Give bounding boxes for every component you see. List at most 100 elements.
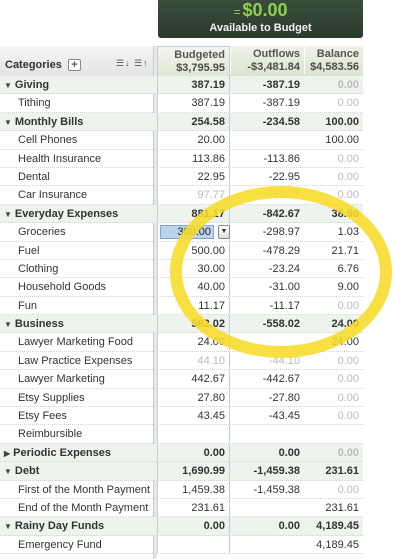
budgeted-cell[interactable]: 500.00 <box>157 241 230 259</box>
category-group-row[interactable]: ▼ Everyday Expenses 881.17 -842.67 38.50 <box>0 204 363 224</box>
budgeted-cell[interactable]: 22.95 <box>157 167 230 186</box>
group-name[interactable]: ▼ Monthly Bills <box>0 113 153 130</box>
budgeted-cell[interactable]: 881.17 <box>157 204 230 223</box>
budgeted-cell[interactable]: 1,690.99 <box>157 462 230 480</box>
group-name[interactable]: ▼ Giving <box>0 76 153 93</box>
category-row[interactable]: Tithing 387.19 -387.19 0.00 <box>0 94 363 113</box>
category-group-row[interactable]: ▼ Rainy Day Funds 0.00 0.00 4,189.45 <box>0 517 363 536</box>
add-category-button[interactable]: + <box>67 59 81 71</box>
category-name[interactable]: Etsy Fees <box>0 407 153 424</box>
outflows-cell: -44.10 <box>268 354 300 367</box>
group-name[interactable]: ▼ Debt <box>0 462 153 479</box>
category-group-row[interactable]: ▼ Debt 1,690.99 -1,459.38 231.61 <box>0 462 363 481</box>
category-row[interactable]: Etsy Supplies 27.80 -27.80 0.00 <box>0 388 363 408</box>
category-row[interactable]: Fuel 500.00 -478.29 21.71 <box>0 241 363 260</box>
category-name[interactable]: Clothing <box>0 260 153 277</box>
budgeted-cell[interactable]: 30.00 <box>157 259 230 278</box>
category-row[interactable]: End of the Month Payment 231.61 231.61 <box>0 498 363 518</box>
category-row[interactable]: Etsy Fees 43.45 -43.45 0.00 <box>0 407 363 426</box>
budgeted-cell[interactable]: 43.45 <box>157 407 230 425</box>
expanded-triangle-icon[interactable]: ▼ <box>4 117 12 127</box>
budgeted-cell[interactable]: 27.80 <box>157 388 230 407</box>
category-row[interactable]: First of the Month Payment 1,459.38 -1,459… <box>0 480 363 499</box>
category-row[interactable]: Health Insurance 113.86 -113.86 0.00 <box>0 149 363 168</box>
balance-column-header[interactable]: Balance $4,583.56 <box>305 46 363 76</box>
expanded-triangle-icon[interactable]: ▼ <box>4 320 12 330</box>
budgeted-cell[interactable]: 20.00 <box>157 131 230 149</box>
category-name[interactable]: Lawyer Marketing Food <box>0 333 153 350</box>
category-name[interactable]: Fun <box>0 297 153 314</box>
budgeted-cell[interactable]: 387.19 <box>157 94 230 112</box>
category-row[interactable]: Cell Phones 20.00 100.00 <box>0 131 363 150</box>
budgeted-cell[interactable]: 24.00 <box>157 333 230 351</box>
category-group-row[interactable]: ▼ Giving 387.19 -387.19 0.00 <box>0 76 363 95</box>
category-row[interactable]: Emergency Fund 4,189.45 <box>0 535 363 555</box>
budgeted-cell[interactable]: 442.67 <box>157 370 230 388</box>
budgeted-cell[interactable]: 582.02 <box>157 315 230 333</box>
category-group-row[interactable]: ▶ Periodic Expenses 0.00 0.00 0.00 <box>0 443 363 463</box>
category-name[interactable]: Groceries <box>0 223 153 240</box>
budgeted-cell[interactable]: 0.00 <box>157 443 230 462</box>
sort-icon[interactable]: ☰↓ ☰↑ <box>116 58 149 68</box>
category-name[interactable]: Emergency Fund <box>0 536 153 553</box>
expanded-triangle-icon[interactable]: ▼ <box>4 209 12 219</box>
category-row[interactable]: Dental 22.95 -22.95 0.00 <box>0 167 363 187</box>
budget-amount-input[interactable]: 300.00 <box>160 225 214 240</box>
category-row[interactable]: Fun 11.17 -11.17 0.00 <box>0 296 363 316</box>
expanded-triangle-icon[interactable]: ▼ <box>4 81 12 90</box>
category-name[interactable]: Etsy Supplies <box>0 389 153 406</box>
category-name[interactable]: Health Insurance <box>0 150 153 167</box>
budgeted-cell[interactable]: 387.19 <box>157 76 230 94</box>
category-row[interactable]: Lawyer Marketing 442.67 -442.67 0.00 <box>0 370 363 389</box>
budgeted-cell[interactable]: 0.00 <box>157 517 230 535</box>
category-row[interactable]: Reimbursible <box>0 425 363 444</box>
category-row[interactable]: Household Goods 40.00 -31.00 9.00 <box>0 278 363 297</box>
budgeted-cell[interactable]: 11.17 <box>157 296 230 315</box>
budgeted-cell[interactable]: 113.86 <box>157 149 230 167</box>
group-name[interactable]: ▼ Rainy Day Funds <box>0 517 153 534</box>
category-name[interactable]: End of the Month Payment <box>0 499 153 516</box>
category-row[interactable]: Groceries 300.00 ▼ -298.97 1.03 <box>0 223 363 242</box>
expanded-triangle-icon[interactable]: ▼ <box>4 467 12 477</box>
category-name[interactable]: Reimbursible <box>0 425 153 442</box>
budgeted-cell[interactable]: 1,459.38 <box>157 480 230 498</box>
dropdown-arrow-icon[interactable]: ▼ <box>218 225 230 240</box>
budgeted-cell[interactable] <box>157 425 230 443</box>
category-row[interactable]: Lawyer Marketing Food 24.00 24.00 <box>0 333 363 352</box>
category-name[interactable]: Fuel <box>0 242 153 259</box>
outflows-cell: 0.00 <box>278 446 300 459</box>
category-name[interactable]: Tithing <box>0 94 153 111</box>
row-label: Rainy Day Funds <box>14 520 105 533</box>
balance-cell: 0.00 <box>337 483 359 496</box>
group-name[interactable]: ▶ Periodic Expenses <box>0 444 153 461</box>
group-name[interactable]: ▼ Everyday Expenses <box>0 205 153 222</box>
category-name[interactable]: Dental <box>0 168 153 185</box>
collapsed-triangle-icon[interactable]: ▶ <box>4 448 11 458</box>
budgeted-cell[interactable]: 254.58 <box>157 112 230 131</box>
expanded-triangle-icon[interactable]: ▼ <box>4 522 12 532</box>
category-name[interactable]: Car Insurance <box>0 186 153 203</box>
category-name[interactable]: First of the Month Payment <box>0 481 153 498</box>
category-name[interactable]: Lawyer Marketing <box>0 370 153 387</box>
category-name[interactable]: Cell Phones <box>0 131 153 148</box>
budgeted-cell[interactable]: 300.00 ▼ <box>157 223 230 241</box>
budgeted-cell[interactable]: 44.10 <box>157 351 230 370</box>
budgeted-cell[interactable] <box>157 535 230 554</box>
category-row[interactable]: Law Practice Expenses 44.10 -44.10 0.00 <box>0 351 363 371</box>
group-name[interactable]: ▼ Business <box>0 315 153 332</box>
budgeted-cell[interactable]: 231.61 <box>157 498 230 517</box>
categories-header: Categories + <box>0 46 153 76</box>
category-name[interactable]: Law Practice Expenses <box>0 352 153 369</box>
row-label: Dental <box>18 170 50 183</box>
column-splitter[interactable] <box>153 46 157 559</box>
category-row[interactable]: Car Insurance 97.77 -97.77 0.00 <box>0 186 363 205</box>
category-row[interactable]: Clothing 30.00 -23.24 6.76 <box>0 259 363 279</box>
outflows-cell: -97.77 <box>268 189 300 202</box>
category-name[interactable]: Household Goods <box>0 278 153 295</box>
budgeted-cell[interactable]: 97.77 <box>157 186 230 204</box>
budgeted-cell[interactable]: 40.00 <box>157 278 230 296</box>
category-group-row[interactable]: ▼ Monthly Bills 254.58 -234.58 100.00 <box>0 112 363 132</box>
budgeted-column-header[interactable]: Budgeted $3,795.95 <box>157 46 230 76</box>
outflows-column-header[interactable]: Outflows -$3,481.84 <box>231 46 304 76</box>
category-group-row[interactable]: ▼ Business 582.02 -558.02 24.00 <box>0 315 363 334</box>
